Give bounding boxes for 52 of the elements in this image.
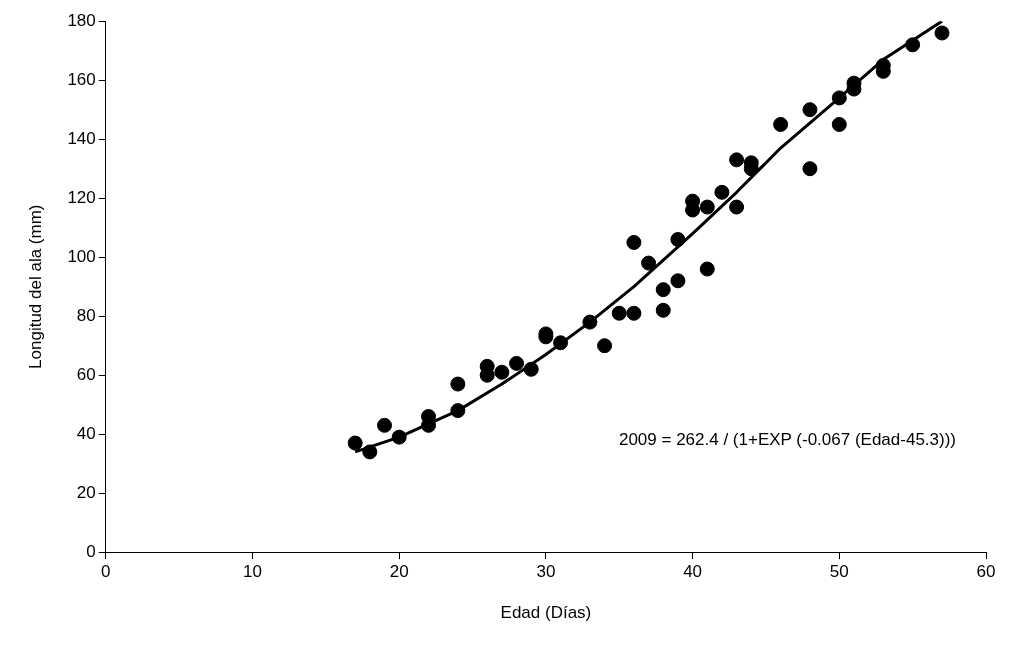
y-tick-label: 140 [67,128,96,148]
point [831,90,847,106]
x-tick-label: 40 [683,562,703,582]
y-tick-label: 120 [67,187,96,207]
point [553,335,569,351]
point [626,234,642,250]
point [494,364,510,380]
point [626,305,642,321]
x-tick-label: 20 [389,562,409,582]
y-tick-label: 20 [76,482,96,502]
point [905,37,921,53]
y-tick-label: 100 [67,246,96,266]
point [714,184,730,200]
x-tick-label: 60 [976,562,996,582]
point [699,261,715,277]
point [377,417,393,433]
point [362,444,378,460]
point [347,435,363,451]
point [611,305,627,321]
y-tick-label: 60 [76,364,96,384]
x-tick-label: 30 [536,562,556,582]
point [802,102,818,118]
point [802,161,818,177]
point [729,152,745,168]
point [655,302,671,318]
point [831,116,847,132]
y-tick-label: 80 [76,305,96,325]
point [699,199,715,215]
y-axis-title: Longitud del ala (mm) [25,204,45,369]
point [729,199,745,215]
point [597,338,613,354]
x-tick-label: 0 [101,562,111,582]
point [450,403,466,419]
point [450,376,466,392]
x-tick-label: 10 [243,562,262,582]
x-axis-title: Edad (Días) [500,603,592,623]
annotation: 2009 = 262.4 / (1+EXP (-0.067 (Edad-45.3))) [618,430,956,450]
y-tick-label: 180 [67,10,96,30]
x-tick-label: 50 [829,562,849,582]
point [391,429,407,445]
point [509,355,525,371]
y-tick-label: 40 [76,423,96,443]
point [934,25,950,41]
point [655,282,671,298]
point [523,361,539,377]
point [670,232,686,247]
point [670,273,686,289]
y-tick-label: 160 [67,69,96,89]
point [773,116,789,132]
y-tick-label: 0 [86,541,96,561]
point [582,314,598,330]
point [641,255,657,271]
